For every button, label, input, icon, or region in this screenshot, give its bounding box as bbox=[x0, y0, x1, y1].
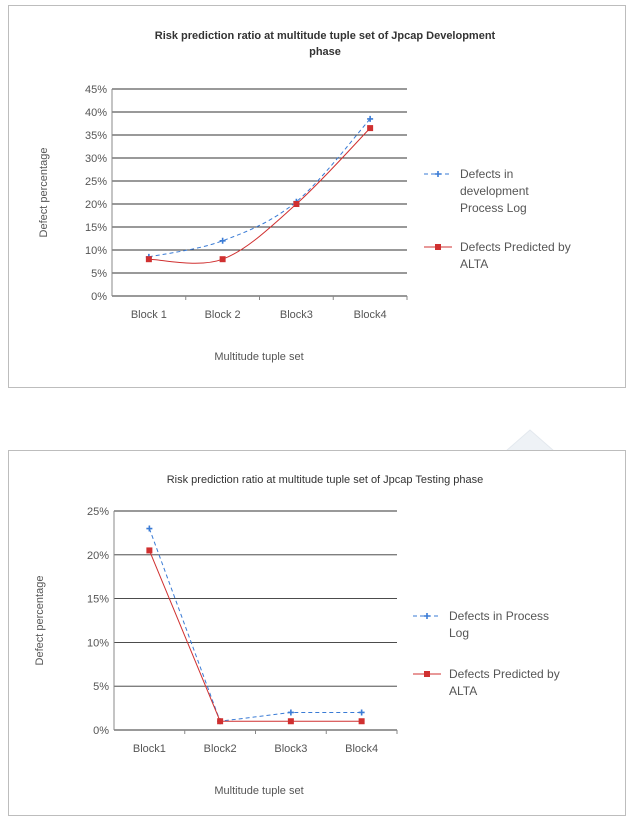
y-tick-label: 20% bbox=[85, 199, 107, 211]
x-tick-label: Block 1 bbox=[131, 309, 167, 321]
x-tick-label: Block1 bbox=[133, 743, 166, 755]
data-point-square bbox=[217, 718, 224, 725]
legend-label: Defects in Process bbox=[449, 609, 549, 623]
y-tick-label: 10% bbox=[85, 245, 107, 257]
data-point-square bbox=[145, 256, 152, 263]
y-tick-label: 0% bbox=[93, 725, 109, 737]
data-point-cross bbox=[435, 171, 441, 177]
y-axis-label: Defect percentage bbox=[38, 148, 50, 238]
legend-label: Process Log bbox=[460, 201, 527, 215]
y-tick-label: 45% bbox=[85, 84, 107, 96]
data-point-cross bbox=[219, 237, 226, 244]
x-axis-label: Multitude tuple set bbox=[214, 785, 303, 797]
y-tick-label: 10% bbox=[87, 637, 109, 649]
data-point-square bbox=[293, 201, 300, 207]
y-tick-label: 5% bbox=[93, 681, 109, 693]
legend-label: ALTA bbox=[449, 684, 477, 698]
data-point-cross bbox=[287, 709, 294, 716]
y-tick-label: 20% bbox=[87, 550, 109, 562]
data-point-square bbox=[287, 718, 294, 725]
y-tick-label: 0% bbox=[91, 291, 107, 303]
series-1 bbox=[146, 525, 365, 725]
series-1 bbox=[145, 115, 374, 260]
y-tick-label: 35% bbox=[85, 130, 107, 142]
x-tick-label: Block2 bbox=[204, 743, 237, 755]
chart-testing-phase: Risk prediction ratio at multitude tuple… bbox=[8, 450, 626, 816]
data-point-square bbox=[146, 547, 153, 554]
legend-label: Defects in bbox=[460, 167, 513, 181]
x-tick-label: Block3 bbox=[274, 743, 307, 755]
series-line bbox=[148, 118, 371, 258]
legend-label: Log bbox=[449, 626, 469, 640]
y-tick-label: 40% bbox=[85, 107, 107, 119]
chart-testing-phase-svg: Risk prediction ratio at multitude tuple… bbox=[34, 474, 560, 797]
data-point-cross bbox=[358, 709, 365, 716]
y-axis-label: Defect percentage bbox=[34, 576, 46, 666]
y-tick-label: 5% bbox=[91, 268, 107, 280]
y-tick-label: 30% bbox=[85, 153, 107, 165]
x-tick-label: Block4 bbox=[354, 309, 387, 321]
series-2 bbox=[145, 125, 374, 264]
y-tick-label: 15% bbox=[87, 594, 109, 606]
series-line bbox=[148, 127, 371, 264]
series-2 bbox=[146, 547, 365, 725]
data-point-square bbox=[424, 671, 430, 677]
series-line bbox=[148, 550, 362, 722]
data-point-square bbox=[219, 256, 226, 263]
chart-title: Risk prediction ratio at multitude tuple… bbox=[167, 474, 484, 486]
data-point-square bbox=[358, 718, 365, 725]
data-point-cross bbox=[146, 525, 153, 532]
y-tick-label: 25% bbox=[85, 176, 107, 188]
legend-label: ALTA bbox=[460, 257, 488, 271]
chart-title: phase bbox=[309, 46, 341, 58]
legend-label: Defects Predicted by bbox=[460, 240, 571, 254]
chart-title: Risk prediction ratio at multitude tuple… bbox=[155, 30, 496, 42]
data-point-cross bbox=[367, 115, 374, 122]
y-tick-label: 25% bbox=[87, 506, 109, 518]
chart-development-phase-svg: Risk prediction ratio at multitude tuple… bbox=[38, 30, 571, 363]
x-tick-label: Block 2 bbox=[205, 309, 241, 321]
legend-label: Defects Predicted by bbox=[449, 667, 560, 681]
data-point-square bbox=[435, 244, 441, 250]
series-line bbox=[148, 528, 362, 722]
x-tick-label: Block3 bbox=[280, 309, 313, 321]
data-point-cross bbox=[424, 613, 430, 619]
x-tick-label: Block4 bbox=[345, 743, 378, 755]
chart-development-phase: Risk prediction ratio at multitude tuple… bbox=[8, 5, 626, 388]
x-axis-label: Multitude tuple set bbox=[214, 351, 303, 363]
legend-label: development bbox=[460, 184, 529, 198]
data-point-square bbox=[367, 125, 374, 132]
y-tick-label: 15% bbox=[85, 222, 107, 234]
